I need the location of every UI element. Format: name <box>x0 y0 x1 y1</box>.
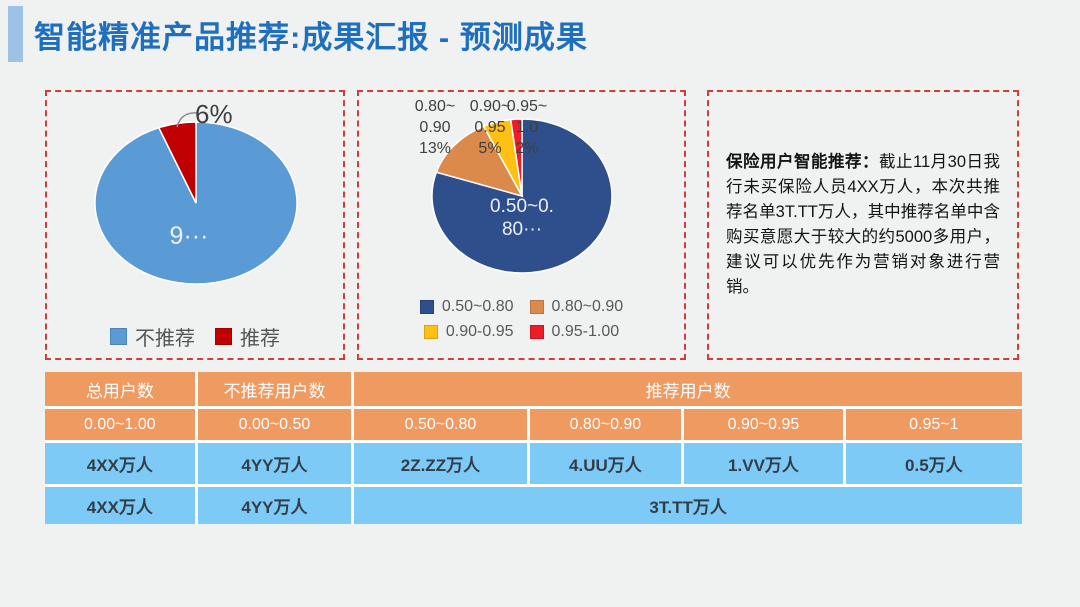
legend-swatch-blue-icon <box>110 328 127 345</box>
table-header-recommended-users: 推荐用户数 <box>354 372 1022 406</box>
callout-leader-line <box>176 112 199 128</box>
legend-label: 0.95-1.00 <box>551 323 620 340</box>
pie1-callout-label: 6% <box>195 99 233 129</box>
table-subheader: 0.80~0.90 <box>529 409 682 440</box>
table-cell: 4YY万人 <box>197 487 352 524</box>
table-cell: 4YY万人 <box>197 443 352 484</box>
pie-panel-recommendation: 6% 9··· 不推荐 推荐 <box>45 90 345 360</box>
table-subheader: 0.00~1.00 <box>45 409 195 440</box>
table-cell: 2Z.ZZ万人 <box>354 443 527 484</box>
info-title: 保险用户智能推荐 <box>726 153 863 171</box>
table-header-total-users: 总用户数 <box>45 372 195 406</box>
pie-slice-0.95~1.00 <box>509 118 523 197</box>
pie2-outer-label-090-095: 0.90~ 0.95 5% <box>469 98 511 157</box>
table-cell: 0.5万人 <box>845 443 1022 484</box>
score-distribution-pie-chart <box>431 118 613 274</box>
pie2-outer-label-080-090: 0.80~ 0.90 13% <box>414 98 456 157</box>
table-subheader: 0.50~0.80 <box>354 409 527 440</box>
pie-slice-0.80~0.90 <box>435 125 524 198</box>
legend-label: 0.80~0.90 <box>551 298 624 315</box>
legend-item-080-090: 0.80~0.90 <box>529 298 624 316</box>
legend-item-recommended: 推荐 <box>215 322 280 351</box>
legend-item-050-080: 0.50~0.80 <box>419 298 514 316</box>
table-header-not-recommended-users: 不推荐用户数 <box>197 372 352 406</box>
legend-item-095-100: 0.95-1.00 <box>529 323 620 341</box>
table-cell: 4XX万人 <box>45 487 195 524</box>
table-subheader: 0.00~0.50 <box>197 409 352 440</box>
legend-label: 推荐 <box>240 328 280 350</box>
table-cell: 1.VV万人 <box>684 443 843 484</box>
recommendation-pie-chart <box>94 112 298 285</box>
info-body: 截止11月30日我行未买保险人员4XX万人，本次共推荐名单3T.TT万人，其中推… <box>726 153 1001 296</box>
table-cell: 4XX万人 <box>45 443 195 484</box>
pie2-outer-label-095-100: 0.95~ 1.0 2% <box>506 98 548 157</box>
pie-slice-推荐 <box>157 121 197 204</box>
legend-label: 0.90-0.95 <box>445 323 514 340</box>
legend-label: 0.50~0.80 <box>441 298 514 315</box>
legend-item-not-recommended: 不推荐 <box>110 322 195 351</box>
table-cell: 4.UU万人 <box>529 443 682 484</box>
info-text: 保险用户智能推荐：截止11月30日我行未买保险人员4XX万人，本次共推荐名单3T… <box>709 150 1017 300</box>
legend-swatch-red-icon <box>529 325 544 339</box>
pie1-inner-label: 9··· <box>169 222 209 250</box>
legend-swatch-red-icon <box>215 328 232 345</box>
legend-swatch-navy-icon <box>419 300 434 314</box>
table-subheader: 0.90~0.95 <box>684 409 843 440</box>
info-panel: 保险用户智能推荐：截止11月30日我行未买保险人员4XX万人，本次共推荐名单3T… <box>707 90 1019 360</box>
pie2-legend: 0.50~0.80 0.80~0.90 0.90-0.95 0.95-1.00 <box>359 298 684 341</box>
legend-item-090-095: 0.90-0.95 <box>423 323 514 341</box>
page-title: 智能精准产品推荐:成果汇报 - 预测成果 <box>34 20 588 55</box>
table-subheader: 0.95~1 <box>845 409 1022 440</box>
legend-swatch-orange-icon <box>529 300 544 314</box>
title-accent-bar <box>8 6 23 62</box>
results-table: 总用户数 不推荐用户数 推荐用户数 0.00~1.00 0.00~0.50 0.… <box>45 372 1022 524</box>
legend-label: 不推荐 <box>135 328 195 350</box>
legend-swatch-yellow-icon <box>423 325 438 339</box>
pie-panel-score-distribution: 0.80~ 0.90 13% 0.90~ 0.95 5% 0.95~ 1.0 2… <box>357 90 686 360</box>
table-cell-total-recommended: 3T.TT万人 <box>354 487 1022 524</box>
pie1-legend: 不推荐 推荐 <box>47 322 343 351</box>
info-separator: ： <box>862 153 880 171</box>
pie2-inner-label: 0.50~0. 80··· <box>490 196 554 240</box>
